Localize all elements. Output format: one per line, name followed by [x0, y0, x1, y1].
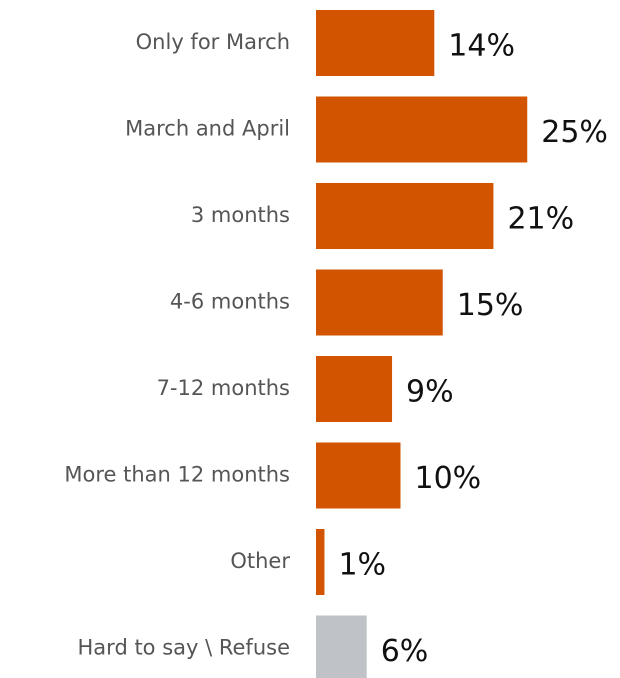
category-label: 7-12 months: [157, 376, 290, 400]
category-label: More than 12 months: [64, 463, 290, 487]
category-label: March and April: [125, 117, 290, 141]
value-label: 15%: [457, 288, 524, 323]
value-label: 21%: [507, 202, 574, 237]
value-label: 1%: [338, 548, 386, 583]
bar: [316, 10, 435, 76]
category-label: 4-6 months: [170, 290, 290, 314]
category-label: Other: [230, 549, 290, 573]
bar: [316, 183, 494, 249]
category-label: 3 months: [191, 203, 290, 227]
bar: [316, 269, 443, 336]
bar: [316, 615, 367, 678]
bar: [316, 442, 401, 509]
category-label: Hard to say \ Refuse: [78, 636, 290, 660]
bar: [316, 529, 325, 595]
value-label: 9%: [406, 375, 454, 410]
value-label: 25%: [541, 115, 608, 150]
category-label: Only for March: [136, 30, 290, 54]
value-label: 6%: [381, 634, 429, 669]
bar: [316, 356, 393, 422]
value-label: 14%: [448, 29, 515, 64]
bar: [316, 96, 528, 163]
value-label: 10%: [415, 461, 482, 496]
